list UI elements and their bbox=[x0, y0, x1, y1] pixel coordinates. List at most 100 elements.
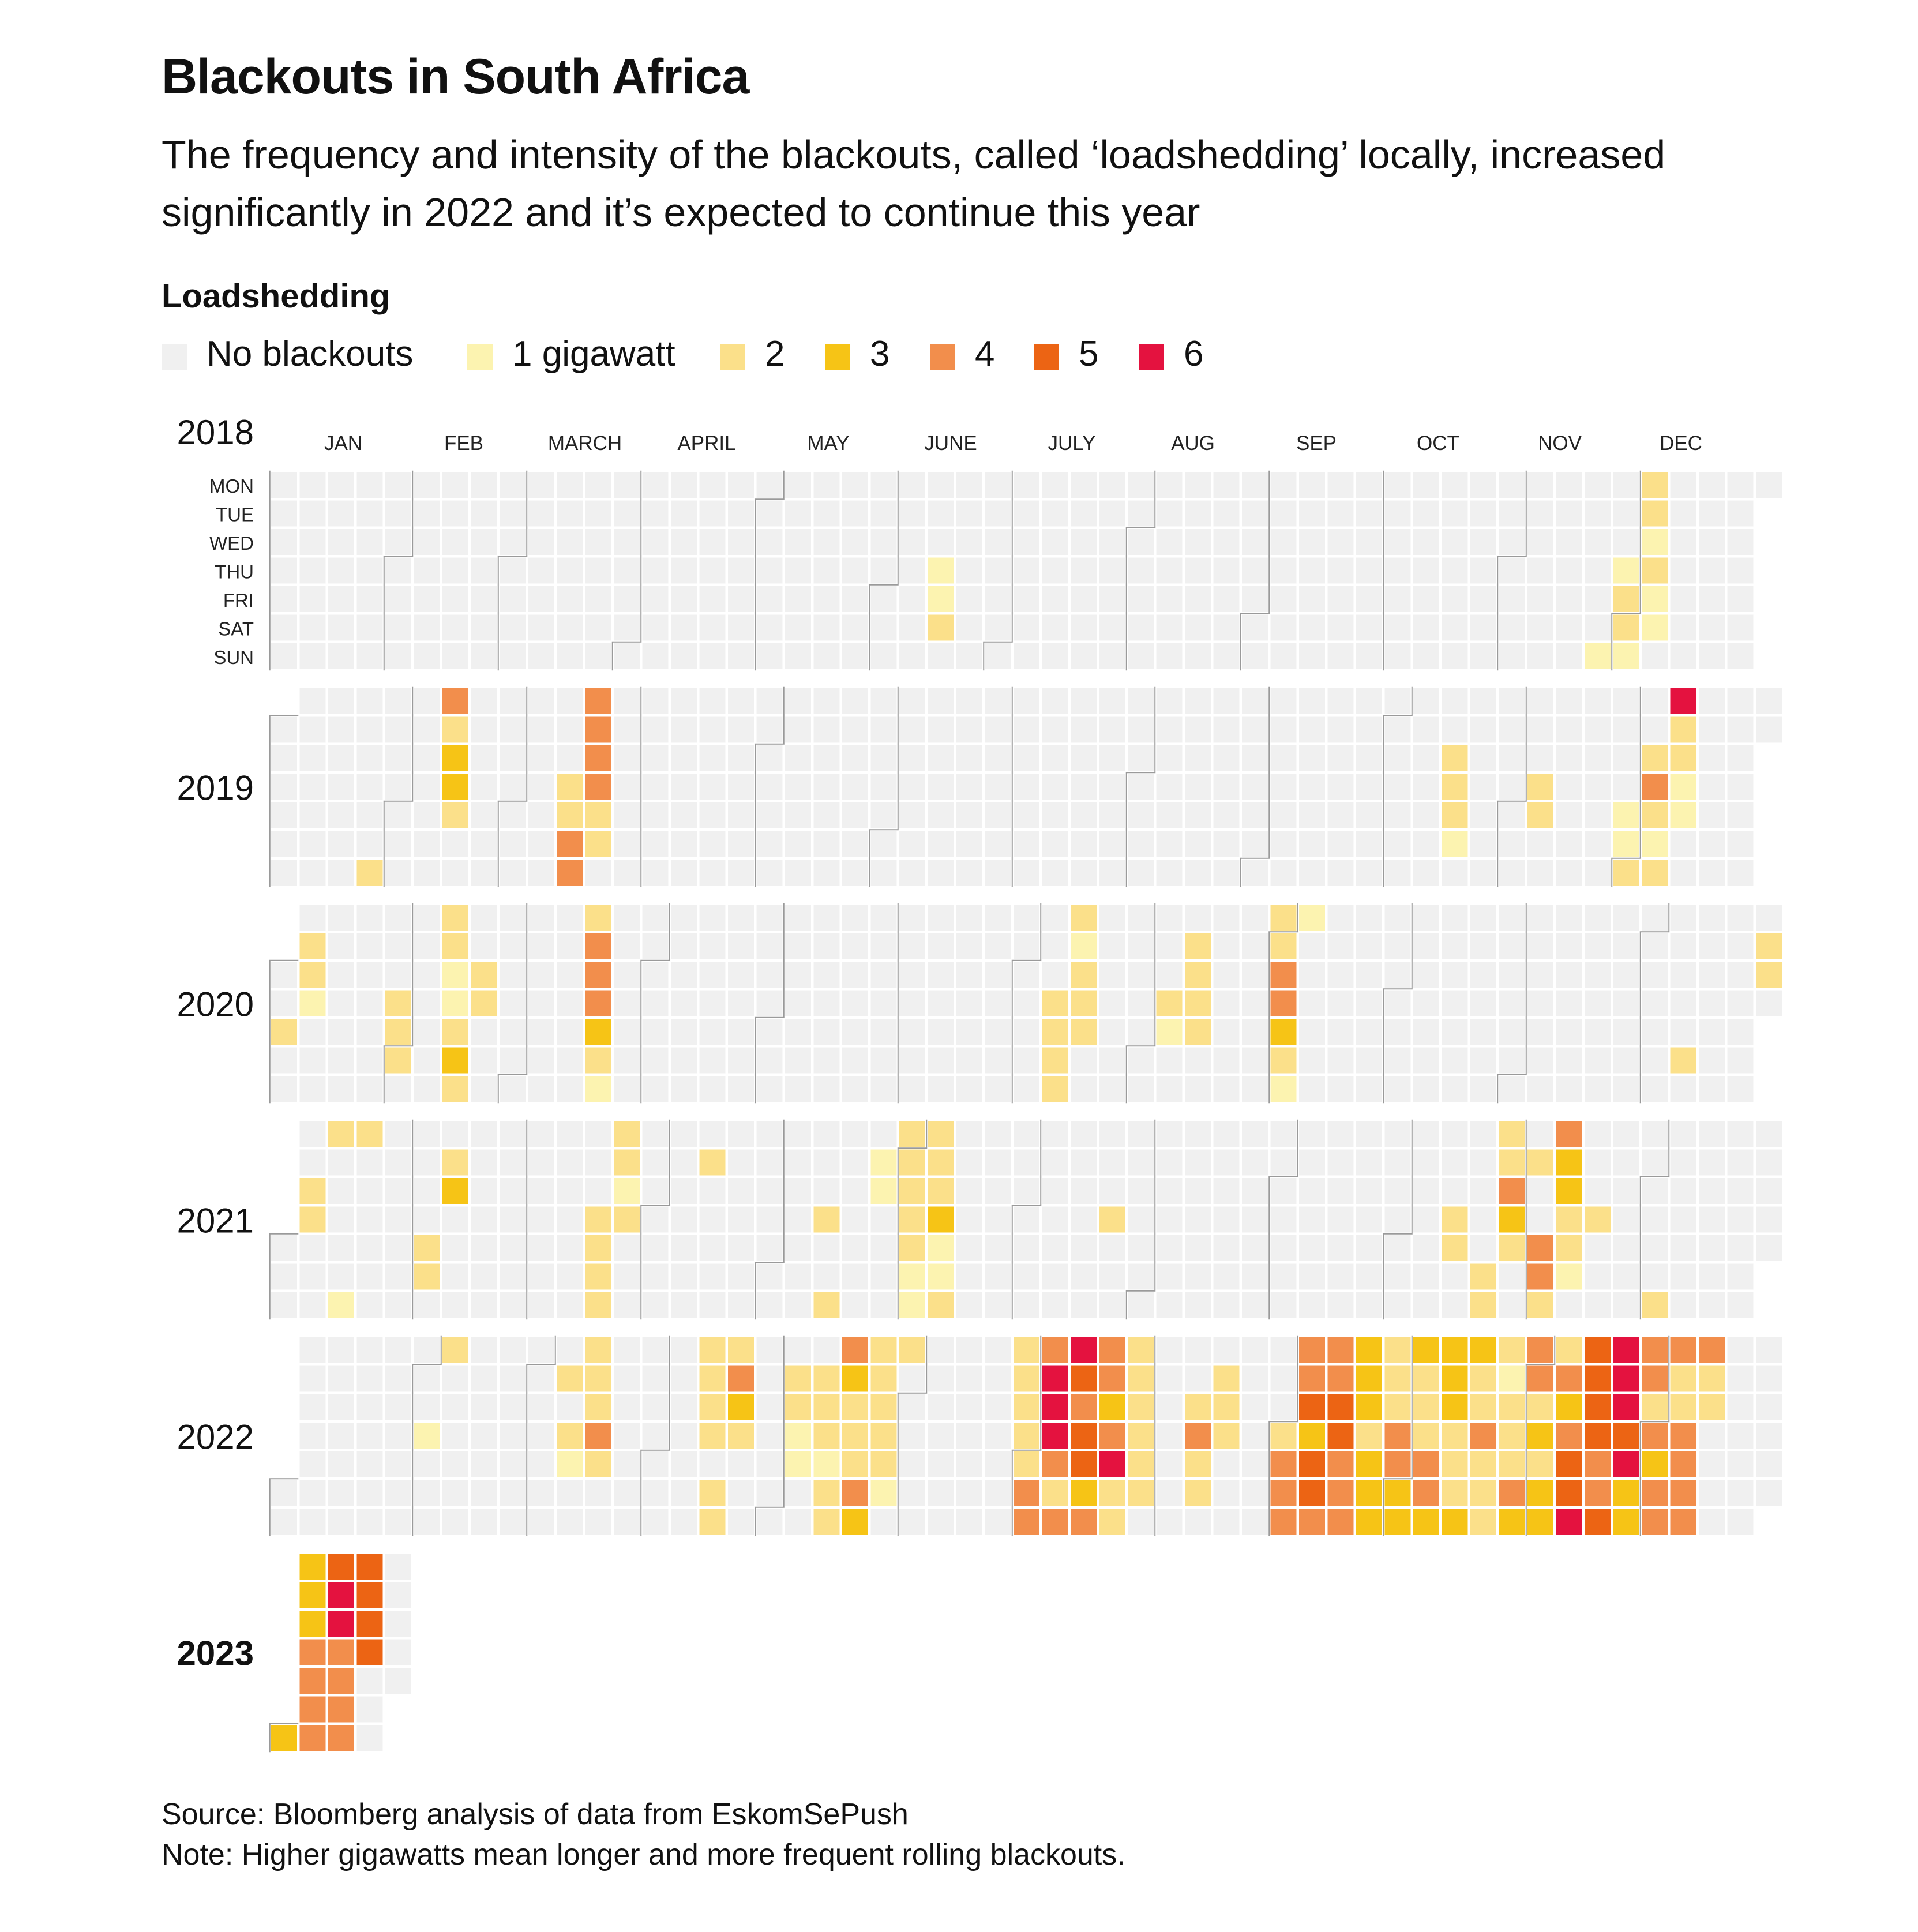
day-cell bbox=[1099, 1206, 1125, 1233]
day-cell bbox=[414, 1337, 440, 1363]
day-cell bbox=[899, 1365, 925, 1392]
day-cell bbox=[328, 1047, 354, 1074]
day-cell bbox=[471, 1235, 497, 1261]
day-cell bbox=[1327, 745, 1354, 771]
day-cell bbox=[1213, 1365, 1240, 1392]
day-cell bbox=[1356, 716, 1382, 743]
day-cell bbox=[699, 990, 726, 1016]
day-cell bbox=[1527, 529, 1553, 555]
day-cell bbox=[356, 1292, 383, 1318]
day-cell bbox=[642, 1149, 669, 1176]
day-cell bbox=[1185, 557, 1211, 584]
day-cell bbox=[414, 614, 440, 641]
day-cell bbox=[585, 1047, 611, 1074]
day-cell bbox=[1014, 745, 1039, 771]
day-cell bbox=[1585, 1178, 1611, 1204]
day-cell bbox=[699, 1206, 726, 1233]
day-cell bbox=[442, 1263, 468, 1290]
day-cell bbox=[1556, 1235, 1582, 1261]
day-cell bbox=[1699, 500, 1725, 527]
day-cell bbox=[500, 586, 526, 612]
day-cell bbox=[842, 688, 868, 714]
day-cell bbox=[385, 1582, 411, 1608]
day-cell bbox=[1185, 831, 1211, 857]
day-cell bbox=[899, 1451, 925, 1477]
day-cell bbox=[1642, 472, 1668, 498]
day-cell bbox=[1042, 1451, 1068, 1477]
day-cell bbox=[1299, 529, 1325, 555]
day-cell bbox=[756, 1423, 783, 1449]
day-cell bbox=[1213, 1206, 1240, 1233]
day-cell bbox=[1413, 1365, 1439, 1392]
day-cell bbox=[271, 1235, 297, 1261]
day-cell bbox=[442, 1149, 468, 1176]
day-cell bbox=[528, 1394, 554, 1420]
day-cell bbox=[500, 1206, 526, 1233]
day-cell bbox=[699, 1076, 726, 1102]
day-cell bbox=[671, 990, 697, 1016]
day-cell bbox=[671, 1394, 697, 1420]
day-cell bbox=[1128, 1076, 1154, 1102]
day-cell bbox=[813, 1509, 840, 1535]
day-cell bbox=[528, 500, 554, 527]
day-cell bbox=[299, 1554, 326, 1580]
day-cell bbox=[1642, 1394, 1668, 1420]
day-cell bbox=[1699, 962, 1725, 988]
day-cell bbox=[1042, 1337, 1068, 1363]
day-cell bbox=[842, 905, 868, 931]
day-cell bbox=[1699, 1263, 1725, 1290]
day-cell bbox=[785, 1365, 811, 1392]
day-cell bbox=[1556, 1019, 1582, 1045]
day-cell bbox=[642, 586, 669, 612]
day-cell bbox=[1185, 1149, 1211, 1176]
day-cell bbox=[414, 1480, 440, 1506]
day-cell bbox=[1042, 529, 1068, 555]
day-cell bbox=[842, 1365, 868, 1392]
day-cell bbox=[1642, 1480, 1668, 1506]
day-cell bbox=[356, 1337, 383, 1363]
day-cell bbox=[500, 1423, 526, 1449]
day-cell bbox=[1499, 1149, 1525, 1176]
day-cell bbox=[1470, 643, 1496, 669]
day-cell bbox=[442, 529, 468, 555]
day-cell bbox=[1413, 688, 1439, 714]
day-cell bbox=[1699, 860, 1725, 886]
day-cell bbox=[1384, 688, 1411, 714]
day-cell bbox=[500, 1480, 526, 1506]
day-cell bbox=[728, 1047, 754, 1074]
day-cell bbox=[442, 1178, 468, 1204]
day-cell bbox=[699, 1149, 726, 1176]
day-cell bbox=[1327, 500, 1354, 527]
day-cell bbox=[870, 1509, 897, 1535]
day-cell bbox=[271, 1480, 297, 1506]
day-cell bbox=[1670, 529, 1696, 555]
day-cell bbox=[1099, 1394, 1125, 1420]
day-cell bbox=[442, 1206, 468, 1233]
day-cell bbox=[1670, 1480, 1696, 1506]
day-cell bbox=[1327, 1178, 1354, 1204]
day-cell bbox=[1356, 1509, 1382, 1535]
day-cell bbox=[928, 905, 954, 931]
day-cell bbox=[1613, 643, 1639, 669]
day-cell bbox=[642, 1365, 669, 1392]
day-cell bbox=[899, 933, 925, 959]
day-cell bbox=[328, 1696, 354, 1723]
day-cell bbox=[1014, 1149, 1039, 1176]
day-cell bbox=[1156, 933, 1183, 959]
day-cell bbox=[842, 500, 868, 527]
day-cell bbox=[1499, 1365, 1525, 1392]
day-cell bbox=[1527, 688, 1553, 714]
day-cell bbox=[699, 1394, 726, 1420]
day-cell bbox=[1213, 529, 1240, 555]
day-cell bbox=[671, 1263, 697, 1290]
day-cell bbox=[557, 1047, 583, 1074]
day-cell bbox=[414, 1394, 440, 1420]
day-cell bbox=[1156, 1019, 1183, 1045]
day-cell bbox=[1185, 716, 1211, 743]
day-cell bbox=[1613, 802, 1639, 828]
day-cell bbox=[928, 1509, 954, 1535]
day-cell bbox=[414, 860, 440, 886]
day-cell bbox=[1014, 472, 1039, 498]
day-cell bbox=[414, 472, 440, 498]
day-cell bbox=[671, 1365, 697, 1392]
